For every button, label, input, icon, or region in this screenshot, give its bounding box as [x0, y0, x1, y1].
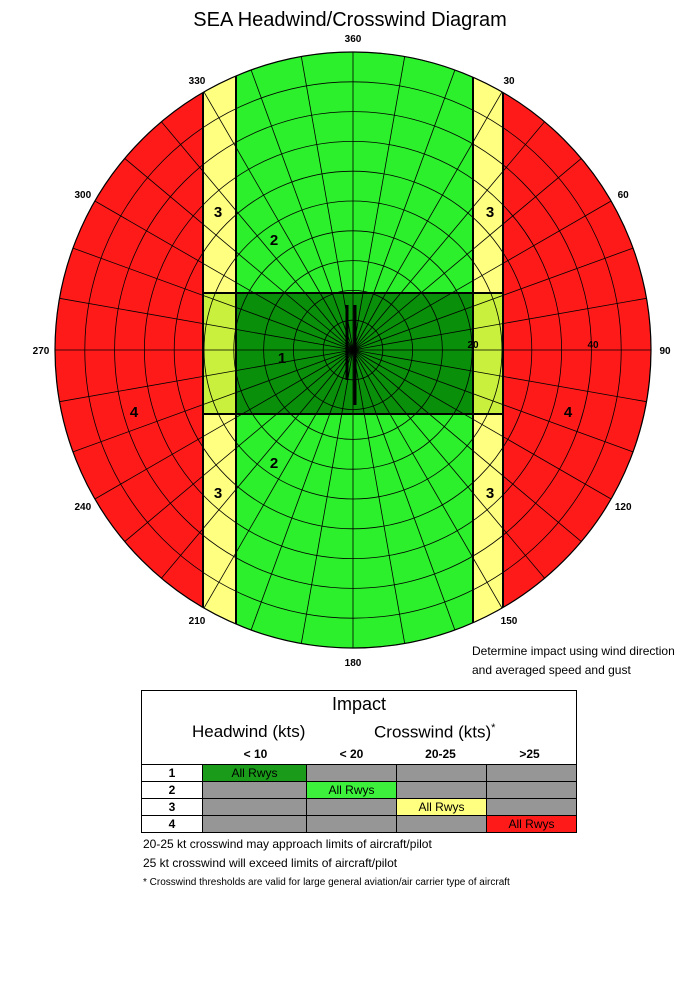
instruction-line-2: and averaged speed and gust — [472, 663, 631, 677]
table-cell — [306, 764, 397, 782]
row-number: 4 — [141, 815, 203, 833]
impact-header-box: Impact Headwind (kts) Crosswind (kts)* <… — [141, 690, 577, 765]
zone-label: 3 — [214, 204, 222, 221]
speed-label: 20 — [467, 340, 479, 351]
impact-table: 1 All Rwys 2 All Rwys 3 All Rwys 4 All R… — [141, 764, 577, 833]
table-row: 2 All Rwys — [141, 781, 577, 799]
outer-ring — [54, 51, 652, 649]
direction-line — [161, 349, 354, 579]
compass-label: 240 — [74, 502, 91, 513]
direction-line — [352, 297, 647, 351]
column-header-2: < 20 — [339, 747, 364, 761]
compass-label: 150 — [501, 616, 518, 627]
direction-line — [124, 158, 354, 351]
compass-label: 300 — [74, 190, 91, 201]
table-row: 1 All Rwys — [141, 764, 577, 782]
zone-label: 1 — [278, 350, 286, 367]
table-cell: All Rwys — [202, 764, 307, 782]
direction-line — [352, 247, 634, 351]
column-header-1: < 10 — [243, 747, 268, 761]
direction-line — [300, 349, 354, 644]
row-number: 1 — [141, 764, 203, 782]
headwind-header: Headwind (kts) — [192, 722, 306, 741]
direction-line — [352, 69, 456, 351]
table-cell — [202, 798, 307, 816]
compass-label: 90 — [659, 346, 671, 357]
direction-line — [352, 158, 582, 351]
zone-label: 2 — [270, 232, 278, 249]
compass-label: 180 — [345, 658, 362, 669]
crosswind-header-text: Crosswind (kts) — [374, 722, 492, 742]
wind-rose-diagram: 360 30 60 90 120 150 180 210 240 270 300 330 20 40 1 2 2… — [33, 34, 671, 669]
direction-line — [300, 56, 354, 351]
column-header-4: >25 — [519, 747, 540, 761]
direction-line — [352, 349, 582, 542]
direction-line — [72, 247, 354, 351]
direction-line — [161, 121, 354, 351]
direction-line — [352, 349, 647, 403]
direction-line — [203, 91, 354, 351]
zone-label: 4 — [130, 404, 139, 421]
table-row: 4 All Rwys — [141, 815, 577, 833]
row-number: 2 — [141, 781, 203, 799]
table-cell — [396, 781, 487, 799]
direction-line — [352, 349, 456, 631]
table-cell — [306, 815, 397, 833]
crosswind-footnote-mark: * — [491, 722, 496, 734]
table-cell — [202, 815, 307, 833]
zone-label: 3 — [486, 485, 494, 502]
direction-line — [352, 349, 503, 609]
zone-label: 4 — [564, 404, 573, 421]
direction-line — [352, 349, 634, 453]
direction-line — [94, 200, 354, 351]
zone-1-boundary — [202, 292, 504, 415]
row-number: 3 — [141, 798, 203, 816]
zone-label: 3 — [214, 485, 222, 502]
footnote-approach-limits: 20-25 kt crosswind may approach limits o… — [143, 837, 432, 851]
zone-label: 3 — [486, 204, 494, 221]
direction-line — [352, 56, 406, 351]
column-header-3: 20-25 — [425, 747, 456, 761]
direction-line — [250, 349, 354, 631]
diagram-title: SEA Headwind/Crosswind Diagram — [193, 9, 507, 31]
direction-line — [94, 349, 354, 500]
impact-title: Impact — [331, 694, 387, 714]
direction-line — [352, 200, 612, 351]
instruction-line-1: Determine impact using wind direction — [472, 644, 675, 658]
direction-line — [352, 349, 612, 500]
footnote-thresholds: * Crosswind thresholds are valid for lar… — [143, 877, 510, 888]
direction-line — [59, 297, 354, 351]
compass-label: 210 — [189, 616, 206, 627]
table-cell — [396, 815, 487, 833]
speed-label: 40 — [587, 340, 599, 351]
crosswind-header: Crosswind (kts)* — [374, 722, 495, 743]
table-cell — [486, 781, 577, 799]
direction-line — [352, 349, 545, 579]
table-cell — [202, 781, 307, 799]
compass-label: 30 — [503, 76, 515, 87]
direction-line — [250, 69, 354, 351]
table-row: 3 All Rwys — [141, 798, 577, 816]
direction-line — [124, 349, 354, 542]
table-cell — [396, 764, 487, 782]
compass-label: 270 — [33, 346, 50, 357]
table-cell — [486, 764, 577, 782]
table-cell — [306, 798, 397, 816]
direction-line — [352, 121, 545, 351]
table-cell — [486, 798, 577, 816]
direction-line — [352, 349, 406, 644]
zone-label: 2 — [270, 455, 278, 472]
direction-line — [203, 349, 354, 609]
table-cell: All Rwys — [306, 781, 397, 799]
compass-label: 60 — [618, 190, 630, 201]
compass-label: 120 — [615, 502, 632, 513]
table-cell: All Rwys — [396, 798, 487, 816]
compass-label: 360 — [345, 34, 362, 45]
direction-line — [352, 91, 503, 351]
direction-line — [72, 349, 354, 453]
footnote-exceed-limits: 25 kt crosswind will exceed limits of ai… — [143, 856, 398, 870]
direction-line — [59, 349, 354, 403]
table-cell: All Rwys — [486, 815, 577, 833]
compass-label: 330 — [189, 76, 206, 87]
